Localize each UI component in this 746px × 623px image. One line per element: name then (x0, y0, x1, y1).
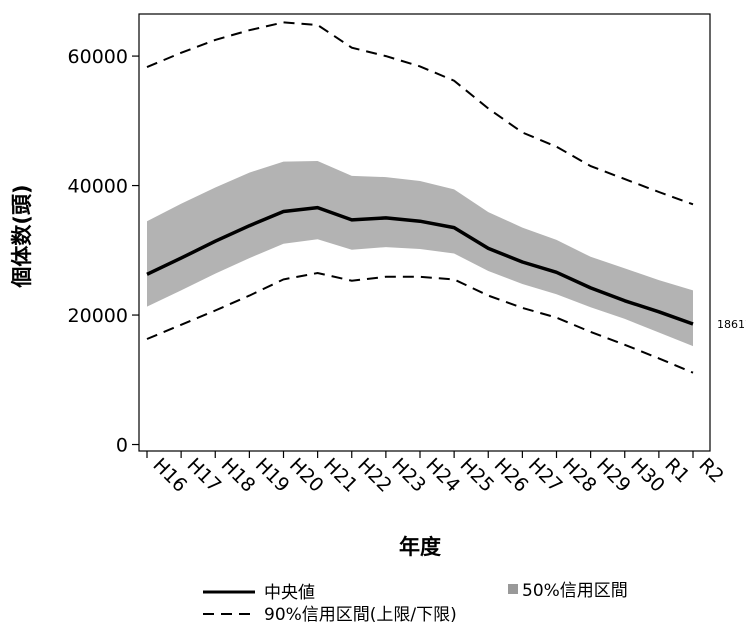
x-tick-label: H16 (148, 454, 191, 497)
end-value-label: 18617 (717, 318, 746, 331)
series-90-upper-line (146, 21, 694, 206)
band-50-credible-interval (147, 161, 693, 347)
x-tick-label: H27 (524, 454, 567, 497)
dashed-90-credible-interval (146, 21, 694, 374)
series-90-lower-line (146, 271, 694, 374)
x-tick-label: H25 (456, 454, 499, 497)
x-tick-label: H30 (626, 454, 669, 497)
legend-label-50-interval: 50%信用区間 (522, 581, 628, 601)
x-tick-label: H26 (490, 454, 533, 497)
series-median-line (146, 205, 694, 326)
band-50-area (147, 161, 693, 347)
y-tick-label: 40000 (68, 176, 128, 198)
x-tick-label: H29 (592, 454, 635, 497)
x-tick-label: H22 (353, 454, 396, 497)
x-tick-label: H19 (251, 454, 294, 497)
x-tick-label: R2 (694, 454, 727, 487)
y-tick-label: 60000 (68, 46, 128, 68)
y-tick-label: 20000 (68, 305, 128, 327)
legend-swatch-50-interval (508, 584, 518, 594)
x-axis-title: 年度 (399, 535, 441, 559)
median-line (146, 205, 694, 326)
plot-frame (138, 13, 711, 452)
legend-label-median: 中央値 (264, 583, 315, 603)
y-axis-title: 個体数(頭) (10, 184, 34, 288)
x-tick-label: H17 (183, 454, 226, 497)
legend-label-90-interval: 90%信用区間(上限/下限) (264, 605, 457, 623)
x-tick-label: H24 (421, 454, 464, 497)
x-tick-label: H18 (217, 454, 260, 497)
x-tick-label: H23 (387, 454, 430, 497)
legend: 中央値 50%信用区間 90%信用区間(上限/下限) (203, 581, 628, 623)
x-tick-label: H20 (285, 454, 328, 497)
y-tick-label: 0 (116, 435, 128, 457)
x-axis: H16H17H18H19H20H21H22H23H24H25H26H27H28H… (146, 451, 728, 497)
plot-area (138, 13, 711, 452)
x-tick-label: H28 (558, 454, 601, 497)
x-tick-label: H21 (319, 454, 362, 497)
y-axis: 0 20000 40000 60000 (68, 46, 139, 457)
